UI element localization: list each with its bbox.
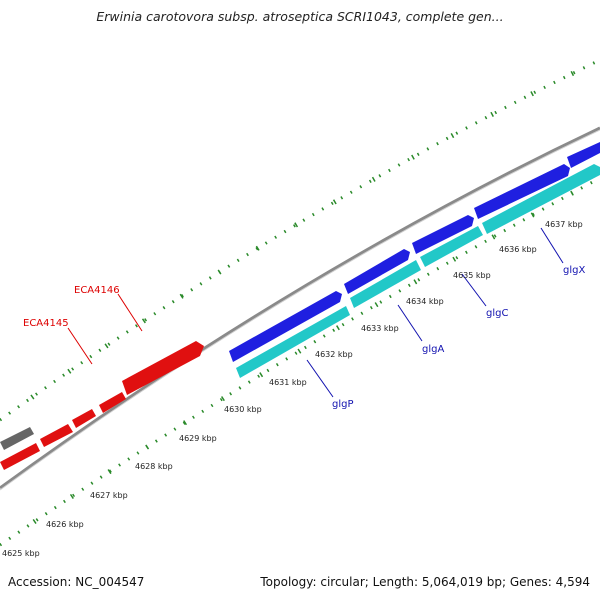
backbone-inner <box>0 129 600 491</box>
red-gene-2[interactable] <box>40 424 73 447</box>
map-title: Erwinia carotovora subsp. atroseptica SC… <box>96 9 504 24</box>
gene-label-ECA4145[interactable]: ECA4145 <box>23 318 69 329</box>
red-genes <box>0 341 204 470</box>
tick-label-4632: 4632 kbp <box>315 350 353 359</box>
blue-gene-glgX[interactable] <box>474 164 570 219</box>
gene-labels: ECA4146 ECA4145 glgP glgA glgC glgX <box>23 265 585 410</box>
outer-tick-ring <box>0 58 600 422</box>
tick-label-4637: 4637 kbp <box>545 220 583 229</box>
tick-label-4630: 4630 kbp <box>224 405 262 414</box>
cyan-gene-1[interactable] <box>236 306 350 378</box>
gene-label-glgX[interactable]: glgX <box>563 265 585 276</box>
grey-gene[interactable] <box>0 427 34 450</box>
red-gene-ECA4145[interactable] <box>99 392 126 413</box>
reverse-genes <box>236 164 600 378</box>
inner-tick-ring-major <box>0 175 600 548</box>
tick-label-4625: 4625 kbp <box>2 549 40 558</box>
forward-genes <box>229 142 600 362</box>
inner-tick-ring <box>0 176 600 547</box>
accession-label: Accession: NC_004547 <box>8 575 145 589</box>
tick-label-4628: 4628 kbp <box>135 462 173 471</box>
tick-label-4631: 4631 kbp <box>269 378 307 387</box>
red-gene-ECA4146[interactable] <box>122 341 204 395</box>
tick-label-4634: 4634 kbp <box>406 297 444 306</box>
tick-label-4633: 4633 kbp <box>361 324 399 333</box>
leader-glgX <box>540 227 564 264</box>
gene-label-ECA4146[interactable]: ECA4146 <box>74 285 120 296</box>
cyan-gene-2[interactable] <box>350 260 421 308</box>
label-leaders <box>67 227 564 398</box>
red-gene-3[interactable] <box>72 409 96 428</box>
red-gene-1[interactable] <box>0 443 40 470</box>
blue-gene-glgC[interactable] <box>412 215 474 254</box>
leader-ECA4146 <box>117 293 143 332</box>
tick-label-4636: 4636 kbp <box>499 245 537 254</box>
cyan-gene-3[interactable] <box>420 226 483 267</box>
gene-label-glgC[interactable]: glgC <box>486 308 508 319</box>
leader-glgA <box>397 304 423 342</box>
outer-tick-ring-major <box>0 57 600 423</box>
genome-summary: Topology: circular; Length: 5,064,019 bp… <box>260 575 590 589</box>
tick-label-4635: 4635 kbp <box>453 271 491 280</box>
blue-gene-glgP[interactable] <box>229 291 342 362</box>
tick-label-4629: 4629 kbp <box>179 434 217 443</box>
cyan-gene-4[interactable] <box>482 164 600 234</box>
blue-gene-next[interactable] <box>567 142 600 168</box>
leader-glgC <box>461 273 487 307</box>
tick-label-4627: 4627 kbp <box>90 491 128 500</box>
gene-label-glgA[interactable]: glgA <box>422 344 444 355</box>
tick-label-4626: 4626 kbp <box>46 520 84 529</box>
blue-gene-glgA[interactable] <box>344 249 410 294</box>
leader-glgP <box>306 359 334 398</box>
gene-label-glgP[interactable]: glgP <box>332 399 354 410</box>
leader-ECA4145 <box>67 327 93 365</box>
scale-labels: 4625 kbp 4626 kbp 4627 kbp 4628 kbp 4629… <box>2 220 583 558</box>
backbone-outer <box>0 126 600 490</box>
